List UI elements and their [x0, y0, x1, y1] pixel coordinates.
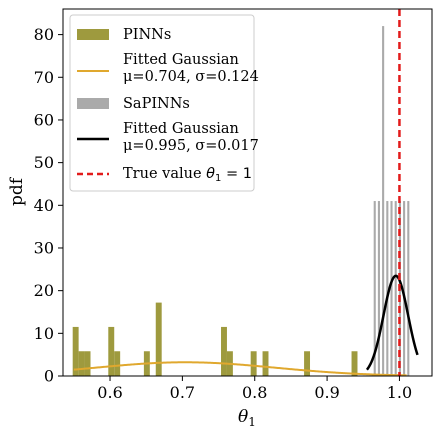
legend: PINNs Fitted Gaussian μ=0.704, σ=0.124 S…	[69, 14, 259, 192]
pinns-bar	[221, 326, 227, 376]
x-axis-label: θ1	[238, 407, 256, 429]
plot-frame	[62, 8, 433, 377]
y-tick-label: 60	[34, 110, 54, 129]
legend-true-sub: 1	[215, 173, 221, 184]
sapinns-bar	[377, 201, 380, 376]
x-tick-label: 1.0	[387, 383, 412, 402]
pinns-bar	[114, 351, 121, 376]
x-tick-label: 0.7	[170, 383, 195, 402]
legend-pinns-label: PINNs	[123, 27, 171, 43]
legend-true-math: θ	[206, 166, 215, 182]
sapinns-bar	[394, 201, 397, 376]
x-tick-label: 0.6	[97, 383, 122, 402]
sapinns-bar	[382, 26, 385, 376]
pinns-bar	[155, 302, 162, 376]
y-tick-label: 10	[34, 324, 54, 343]
pinns-bar	[351, 351, 358, 376]
pinns-bar	[78, 351, 85, 376]
sapinns-bar	[386, 201, 389, 376]
y-tick-label: 50	[34, 153, 54, 172]
sapinns-bar	[407, 201, 410, 376]
sapinns-bar	[403, 201, 406, 376]
x-axis-label-sub: 1	[248, 415, 256, 429]
sapinns-gaussian-curve	[365, 274, 419, 371]
legend-sapinns-swatch	[77, 98, 109, 109]
pinns-bar	[250, 351, 257, 376]
legend-frame	[69, 14, 255, 192]
pinns-bar	[84, 351, 91, 376]
y-tick-label: 70	[34, 68, 54, 87]
legend-true-suffix: = 1	[221, 166, 252, 182]
pinns-bar	[262, 351, 269, 376]
sapinns-bar	[373, 201, 376, 376]
legend-true-label: True value θ1 = 1	[123, 166, 252, 184]
legend-pinns-swatch	[77, 29, 109, 40]
sapinns-bar	[390, 201, 393, 376]
y-tick-label: 40	[34, 196, 54, 215]
legend-true-prefix: True value	[123, 166, 206, 182]
y-axis-label: pdf	[7, 176, 27, 206]
legend-fit2-label-line1: Fitted Gaussian	[123, 121, 239, 137]
pinns-bar	[304, 351, 311, 376]
legend-fit1-label-line2: μ=0.704, σ=0.124	[123, 69, 259, 85]
y-tick-label: 30	[34, 238, 54, 257]
pinns-bar	[72, 326, 79, 376]
pinns-gaussian-curve	[73, 361, 407, 376]
legend-fit1-label-line1: Fitted Gaussian	[123, 52, 239, 68]
legend-fit2-label-line2: μ=0.995, σ=0.017	[123, 138, 259, 154]
y-tick-label: 20	[34, 281, 54, 300]
y-tick-label: 0	[44, 367, 54, 386]
y-tick-label: 80	[34, 25, 54, 44]
x-tick-label: 0.9	[314, 383, 339, 402]
pinns-bar	[108, 326, 115, 376]
x-axis-label-base: θ	[238, 407, 248, 427]
legend-sapinns-label: SaPINNs	[123, 96, 190, 112]
x-tick-label: 0.8	[242, 383, 267, 402]
